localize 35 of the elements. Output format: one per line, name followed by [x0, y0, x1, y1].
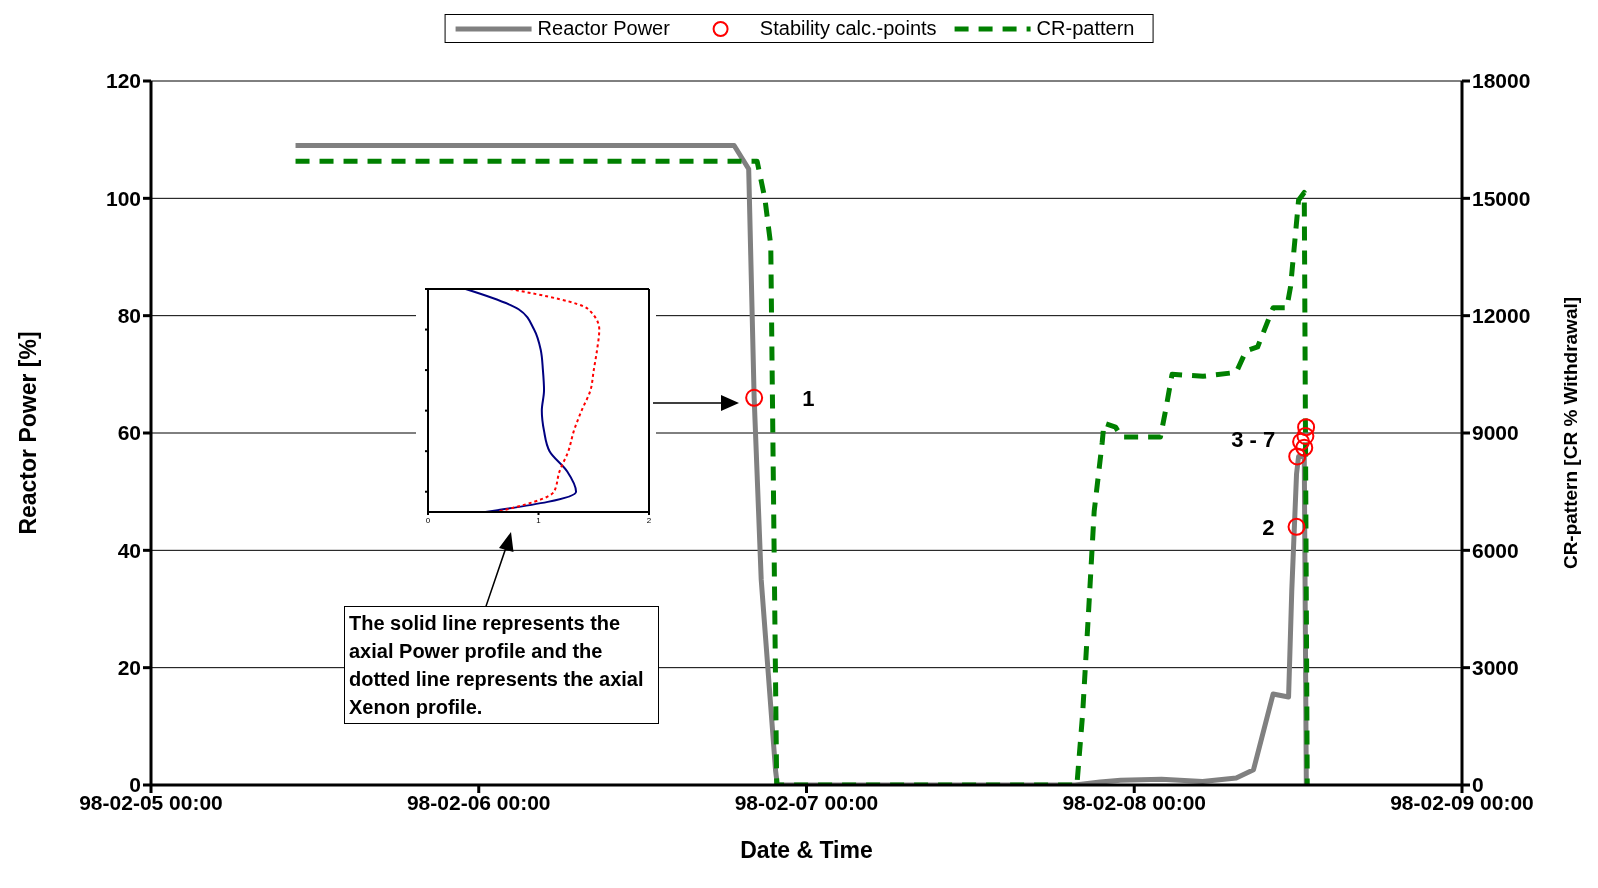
point [1292, 432, 1311, 451]
annotation: The solid line represents the axial Power profile and the dotted line represents the axial Xenon profile. [344, 606, 659, 724]
y2-tick-label: 6000 [1472, 538, 1519, 562]
y2-tick-label: 12000 [1472, 304, 1531, 328]
y-tick-label: 120 [105, 69, 141, 93]
annotation: 3 - 7 [1231, 426, 1276, 452]
y-axis-title: Reactor Power [%] [15, 331, 42, 535]
y-tick-label: 40 [117, 538, 141, 562]
point [1295, 438, 1314, 457]
point [1287, 517, 1306, 536]
y2-tick-label: 3000 [1472, 656, 1519, 680]
legend-label: Stability calc.-points [759, 17, 937, 40]
y2-tick-label: 0 [1472, 773, 1484, 797]
y-tick-label: 0 [129, 773, 141, 797]
y-tick-label: 80 [117, 304, 141, 328]
x-tick-label: 2 [646, 515, 652, 525]
x-tick-label: 98-02-07 00:00 [734, 790, 879, 814]
point [1296, 426, 1315, 445]
y-tick-label: 20 [117, 656, 141, 680]
legend-label: CR-pattern [1036, 17, 1135, 40]
legend-label: Reactor Power [537, 17, 670, 40]
point [1288, 447, 1307, 466]
x-tick-label: 1 [536, 515, 542, 525]
y2-tick-label: 18000 [1472, 69, 1531, 93]
annotation: 1 [802, 385, 815, 411]
y2-tick-label: 9000 [1472, 421, 1519, 445]
y2-tick-label: 15000 [1472, 186, 1531, 210]
x-tick-label: 98-02-08 00:00 [1062, 790, 1207, 814]
x-axis-title: Date & Time [740, 837, 873, 863]
x-tick-label: 98-02-06 00:00 [406, 790, 551, 814]
point [1297, 418, 1316, 437]
y-tick-label: 100 [105, 186, 141, 210]
y-tick-label: 60 [117, 421, 141, 445]
x-tick-label: 0 [425, 515, 431, 525]
y2-axis-title: CR-pattern [CR % Withdrawal] [1559, 296, 1581, 570]
